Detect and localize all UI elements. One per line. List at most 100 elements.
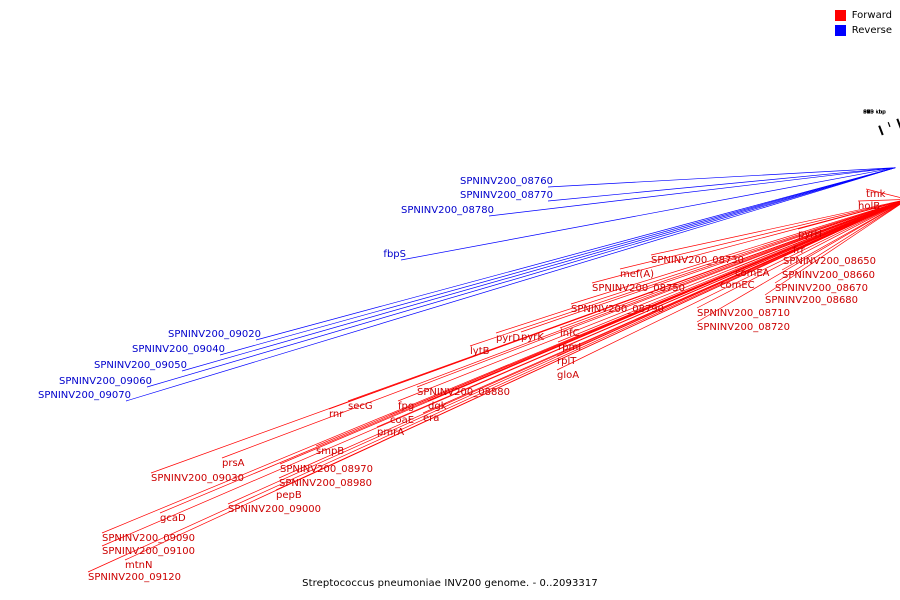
forward-gene-label: SPNINV200_08730 (651, 255, 744, 266)
kbp-tick-label: 920 kbp (863, 110, 886, 116)
major-tick (896, 118, 900, 129)
major-tick (878, 125, 884, 136)
legend-item-reverse: Reverse (834, 23, 892, 38)
forward-label-leader (87, 202, 900, 573)
forward-label-leader (764, 204, 900, 296)
forward-label-leader (159, 202, 900, 514)
kbp-tick-label: 895 kbp (863, 110, 886, 116)
forward-gene-label: SPNINV200_09030 (151, 473, 244, 484)
forward-label-leader (781, 203, 900, 271)
forward-gene-label: SPNINV200_08880 (417, 387, 510, 398)
forward-label-leader (696, 202, 900, 309)
kbp-tick-label: 870 kbp (863, 110, 886, 116)
forward-label-leader (227, 202, 900, 505)
reverse-gene-label: SPNINV200_09040 (132, 344, 225, 355)
forward-gene-label: pmrA (377, 427, 404, 438)
reverse-label-leader (400, 167, 896, 261)
forward-label-leader (101, 202, 900, 534)
forward-gene-label: SPNINV200_08980 (279, 478, 372, 489)
forward-gene-label: SPNINV200_08720 (697, 322, 790, 333)
forward-gene-label: era (423, 413, 439, 424)
forward-gene-label: SPNINV200_08790 (571, 304, 664, 315)
forward-label-leader (150, 201, 900, 474)
forward-gene-label: SPNINV200_08970 (280, 464, 373, 475)
kbp-tick-label: 905 kbp (863, 110, 886, 116)
reverse-gene-label: SPNINV200_09060 (59, 376, 152, 387)
kbp-tick-label: 875 kbp (863, 110, 886, 116)
forward-gene-label: rpmI (558, 342, 581, 353)
reverse-gene-label: fbpS (383, 249, 406, 260)
forward-label-leader (278, 202, 900, 479)
reverse-gene-label: SPNINV200_09020 (168, 329, 261, 340)
forward-label-leader (556, 202, 900, 371)
forward-label-leader (591, 201, 900, 284)
forward-gene-label: dgk (428, 401, 447, 412)
forward-gene-label: infC (560, 328, 580, 339)
forward-label-leader (865, 188, 900, 198)
forward-label-leader (416, 201, 900, 388)
kbp-tick-label: 890 kbp (863, 110, 886, 116)
forward-gene-label: SPNINV200_09120 (88, 572, 181, 583)
legend-item-forward: Forward (834, 8, 892, 23)
reverse-gene-label: SPNINV200_09070 (38, 390, 131, 401)
forward-gene-label: comEA (735, 268, 770, 279)
forward-gene-label: SPNINV200_08710 (697, 308, 790, 319)
reverse-label-leader (547, 167, 896, 202)
legend-label-reverse: Reverse (851, 25, 892, 36)
reverse-label-leader (488, 167, 896, 217)
reverse-gene-label: SPNINV200_09050 (94, 360, 187, 371)
kbp-tick-label: 880 kbp (863, 110, 886, 116)
forward-label-leader (397, 201, 900, 402)
forward-gene-label: frr (793, 245, 805, 256)
reverse-label-leader (255, 167, 896, 341)
forward-gene-label: SPNINV200_08670 (775, 283, 868, 294)
forward-gene-label: SPNINV200_09090 (102, 533, 195, 544)
reverse-label-leader (146, 167, 896, 388)
forward-label-leader (469, 201, 900, 347)
kbp-tick-label: 915 kbp (863, 110, 886, 116)
forward-gene-label: rplT (557, 356, 577, 367)
forward-gene-label: gloA (557, 370, 579, 381)
reverse-swatch (834, 25, 846, 36)
forward-label-leader (495, 201, 900, 334)
forward-label-leader (221, 201, 900, 459)
reverse-gene-label: SPNINV200_08780 (401, 205, 494, 216)
forward-label-leader (101, 202, 900, 547)
kbp-tick-label: 910 kbp (863, 110, 886, 116)
forward-gene-label: SPNINV200_09100 (102, 546, 195, 557)
reverse-label-leader (125, 167, 896, 402)
forward-gene-label: coaE (390, 415, 414, 426)
forward-gene-label: mef(A) (620, 269, 654, 280)
forward-label-leader (774, 203, 900, 284)
forward-gene-label: smpB (316, 446, 344, 457)
forward-label-leader (619, 200, 900, 270)
legend: Forward Reverse (834, 8, 892, 38)
forward-gene-label: prsA (222, 458, 245, 469)
forward-gene-label: pyrK (521, 332, 544, 343)
kbp-tick-label: 900 kbp (863, 110, 886, 116)
forward-label-leader (696, 203, 900, 323)
forward-label-leader (520, 201, 900, 333)
genome-caption: Streptococcus pneumoniae INV200 genome. … (302, 578, 598, 589)
forward-label-leader (650, 200, 900, 256)
forward-gene-label: fpg (398, 401, 414, 412)
forward-gene-label: tmk (866, 189, 886, 200)
forward-gene-label: pyrD (496, 333, 520, 344)
forward-gene-label: lytB (470, 346, 490, 357)
minor-tick (887, 122, 891, 128)
forward-gene-label: secG (348, 401, 373, 412)
reverse-label-leader (181, 167, 896, 372)
reverse-label-leader (547, 167, 896, 188)
forward-label-leader (559, 201, 900, 329)
forward-gene-label: SPNINV200_09000 (228, 504, 321, 515)
forward-gene-label: rnr (329, 409, 344, 420)
kbp-tick-label: 885 kbp (863, 110, 886, 116)
forward-gene-label: pyrH (798, 229, 822, 240)
forward-gene-label: pepB (276, 490, 302, 501)
forward-swatch (834, 10, 846, 21)
forward-gene-label: SPNINV200_08680 (765, 295, 858, 306)
forward-label-leader (570, 201, 900, 305)
reverse-gene-label: SPNINV200_08770 (460, 190, 553, 201)
